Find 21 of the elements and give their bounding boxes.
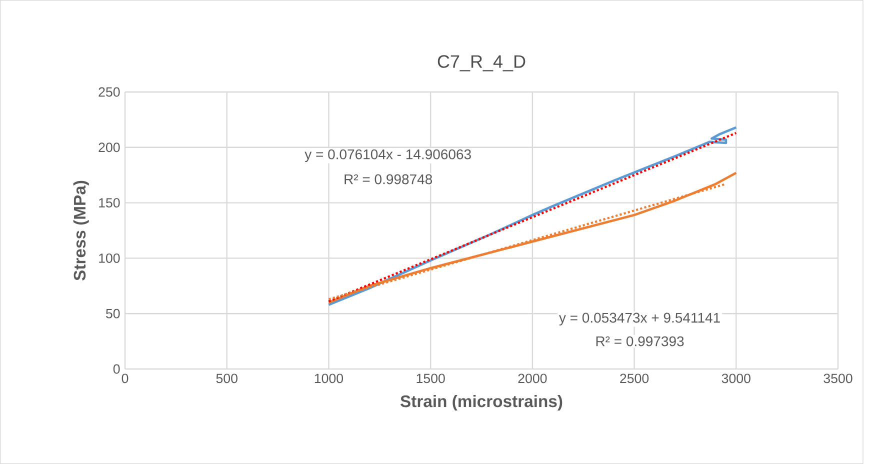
x-tick-label: 3500: [824, 374, 852, 384]
y-tick-label: 100: [99, 253, 120, 263]
x-tick-label: 2500: [620, 374, 649, 384]
annotation: y = 0.076104x - 14.906063: [304, 149, 471, 162]
annotation: R² = 0.998748: [344, 174, 432, 184]
x-tick-label: 1500: [416, 374, 445, 384]
x-tick-label: 0: [122, 374, 128, 384]
annotation: R² = 0.997393: [596, 336, 684, 346]
x-tick-label: 1000: [314, 374, 344, 384]
y-tick-label: 150: [99, 198, 120, 208]
x-tick-label: 500: [216, 374, 238, 384]
y-tick-label: 0: [113, 364, 120, 374]
y-tick-label: 50: [106, 308, 120, 318]
y-tick-label: 250: [98, 87, 120, 97]
chart-title: C7_R_4_D: [438, 55, 526, 72]
x-tick-label: 3000: [722, 374, 750, 384]
annotation: y = 0.053473x + 9.541141: [559, 312, 720, 326]
x-axis-title: Strain (microstrains): [400, 394, 562, 410]
y-axis-title: Stress (MPa): [73, 180, 89, 280]
x-tick-label: 2000: [518, 374, 547, 384]
y-tick-label: 200: [98, 142, 120, 152]
